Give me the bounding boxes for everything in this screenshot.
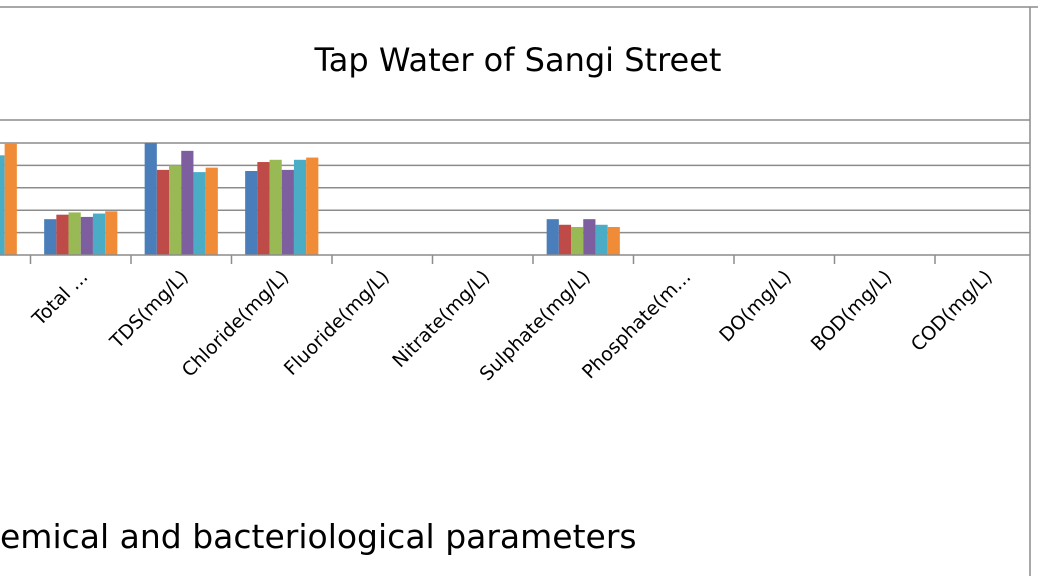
bar — [205, 167, 218, 255]
bar — [281, 169, 294, 255]
bar — [193, 172, 206, 255]
bar — [293, 159, 307, 255]
bar — [558, 224, 572, 255]
bar — [144, 143, 157, 255]
bar — [156, 169, 170, 255]
chart-title: Tap Water of Sangi Street — [314, 41, 722, 79]
axis-layer — [0, 254, 1030, 264]
bars-layer — [0, 143, 620, 255]
bar — [44, 219, 57, 255]
bar — [607, 227, 620, 255]
bar — [105, 211, 118, 255]
bar — [571, 227, 584, 255]
bar — [92, 213, 106, 255]
bar — [257, 162, 270, 255]
bar — [0, 155, 5, 255]
bar — [4, 143, 17, 255]
bar — [68, 212, 81, 255]
bar — [56, 214, 69, 255]
bar — [169, 165, 182, 255]
bar — [306, 157, 319, 255]
x-axis-title: emical and bacteriological parameters — [0, 517, 637, 556]
bar — [245, 171, 258, 255]
bar — [181, 150, 194, 255]
bar — [583, 219, 596, 255]
bar — [595, 224, 608, 255]
bar — [80, 216, 93, 255]
bar — [546, 219, 559, 255]
bar — [269, 159, 282, 255]
